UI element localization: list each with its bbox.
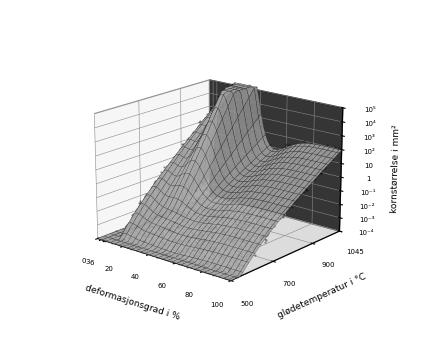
Y-axis label: glødetemperatur i °C: glødetemperatur i °C <box>277 272 368 320</box>
X-axis label: deformasjonsgrad i %: deformasjonsgrad i % <box>84 284 181 322</box>
